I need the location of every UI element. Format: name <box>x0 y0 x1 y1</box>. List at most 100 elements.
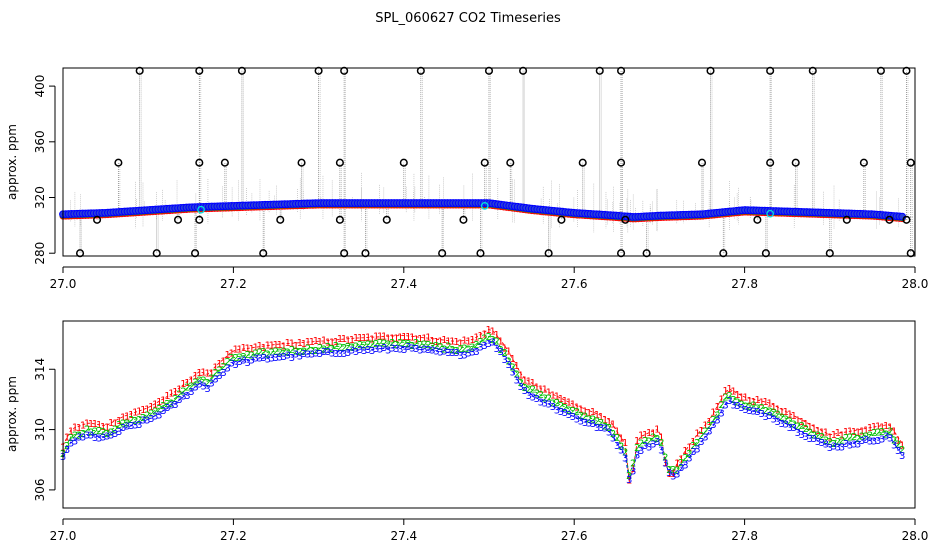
series-2-point: 2 <box>526 385 532 396</box>
series-2-point: 2 <box>855 434 861 445</box>
series-2-point: 2 <box>895 440 901 451</box>
series-2-point: 2 <box>682 453 688 464</box>
series-1-point: 1 <box>598 412 604 423</box>
series-1-point: 1 <box>658 432 664 443</box>
series-2-point: 2 <box>670 465 676 476</box>
series-1-point: 1 <box>88 419 94 430</box>
series-1-point: 1 <box>722 386 728 397</box>
series-1-point: 1 <box>626 475 632 486</box>
y-tick-label: 306 <box>33 478 47 501</box>
series-2-point: 2 <box>554 398 560 409</box>
series-1-point: 1 <box>249 344 255 355</box>
series-1-point: 1 <box>678 454 684 465</box>
series-1-point: 1 <box>887 422 893 433</box>
series-1-point: 1 <box>96 420 102 431</box>
series-2-point: 2 <box>393 340 399 351</box>
series-1-point: 1 <box>245 343 251 354</box>
series-1-point: 1 <box>389 333 395 344</box>
series-2-point: 2 <box>763 406 769 417</box>
series-1-point: 1 <box>433 337 439 348</box>
series-2-point: 2 <box>281 347 287 358</box>
y-tick-label: 310 <box>33 418 47 441</box>
series-2-point: 2 <box>381 338 387 349</box>
spike-point <box>135 66 144 75</box>
series-3-point: 3 <box>811 434 817 445</box>
series-2-point: 2 <box>341 343 347 354</box>
series-2-point: 2 <box>497 345 503 356</box>
series-3-point: 3 <box>224 363 230 374</box>
series-1-point: 1 <box>750 397 756 408</box>
spike-point <box>544 249 553 258</box>
series-2-point: 2 <box>365 339 371 350</box>
panel1-y-axis-label: approx. ppm <box>5 124 19 200</box>
series-1-point: 1 <box>654 424 660 435</box>
series-1-point: 1 <box>763 397 769 408</box>
series-2-point: 2 <box>646 437 652 448</box>
series-2-point: 2 <box>750 401 756 412</box>
series-1-point: 1 <box>558 394 564 405</box>
series-1-point: 1 <box>257 341 263 352</box>
series-2-point: 2 <box>337 343 343 354</box>
series-2-point: 2 <box>473 340 479 351</box>
series-3-point: 3 <box>72 436 78 447</box>
series-2-point: 2 <box>405 339 411 350</box>
series-line-1 <box>62 329 903 481</box>
series-3-point: 3 <box>196 379 202 390</box>
series-3-point: 3 <box>502 355 508 366</box>
series-2-point: 2 <box>461 344 467 355</box>
spike-point <box>808 66 817 75</box>
series-1-point: 1 <box>253 343 259 354</box>
series-3-point: 3 <box>353 347 359 358</box>
series-3-point: 3 <box>497 347 503 358</box>
series-2-point: 2 <box>273 346 279 357</box>
series-3-point: 3 <box>401 345 407 356</box>
series-3-point: 3 <box>650 440 656 451</box>
series-3-point: 3 <box>863 435 869 446</box>
spike-point <box>297 158 306 167</box>
series-2-point: 2 <box>883 430 889 441</box>
series-1-point: 1 <box>799 417 805 428</box>
series-2-point: 2 <box>843 433 849 444</box>
series-1-point: 1 <box>224 350 230 361</box>
spike-point <box>791 158 800 167</box>
series-2-point: 2 <box>305 344 311 355</box>
spike-point <box>114 158 123 167</box>
series-3-point: 3 <box>891 441 897 452</box>
series-3-point: 3 <box>518 382 524 393</box>
series-3-point: 3 <box>843 439 849 450</box>
series-2-point: 2 <box>562 403 568 414</box>
series-2-point: 2 <box>313 346 319 357</box>
series-1-point: 1 <box>317 337 323 348</box>
series-2-point: 2 <box>815 431 821 442</box>
series-2-point: 2 <box>582 411 588 422</box>
series-1-point: 1 <box>682 446 688 457</box>
panel2-marks: 1111111111111111111111111111111111111111… <box>60 325 906 486</box>
series-3-point: 3 <box>614 441 620 452</box>
series-1-point: 1 <box>369 334 375 345</box>
series-1-point: 1 <box>361 333 367 344</box>
panel1-axes: 27.0 27.2 27.4 27.6 27.8 28.0 280 320 360 400 <box>33 75 928 291</box>
series-2-point: 2 <box>718 400 724 411</box>
series-2-point: 2 <box>96 426 102 437</box>
series-1-point: 1 <box>241 343 247 354</box>
series-2-point: 2 <box>875 427 881 438</box>
series-2-point: 2 <box>775 410 781 421</box>
series-2-point: 2 <box>839 435 845 446</box>
series-2-point: 2 <box>566 406 572 417</box>
series-1-point: 1 <box>100 422 106 433</box>
series-2-point: 2 <box>722 393 728 404</box>
series-1-point: 1 <box>293 341 299 352</box>
series-1-point: 1 <box>164 391 170 402</box>
series-2-point: 2 <box>534 389 540 400</box>
series-1-point: 1 <box>220 356 226 367</box>
series-1-point: 1 <box>68 427 74 438</box>
series-2-point: 2 <box>650 433 656 444</box>
series-3-point: 3 <box>602 423 608 434</box>
series-2-point: 2 <box>136 415 142 426</box>
series-1-point: 1 <box>875 422 881 433</box>
series-3-point: 3 <box>441 347 447 358</box>
series-3-point: 3 <box>714 415 720 426</box>
series-1-point: 1 <box>313 336 319 347</box>
series-2-point: 2 <box>738 400 744 411</box>
series-3-point: 3 <box>216 371 222 382</box>
